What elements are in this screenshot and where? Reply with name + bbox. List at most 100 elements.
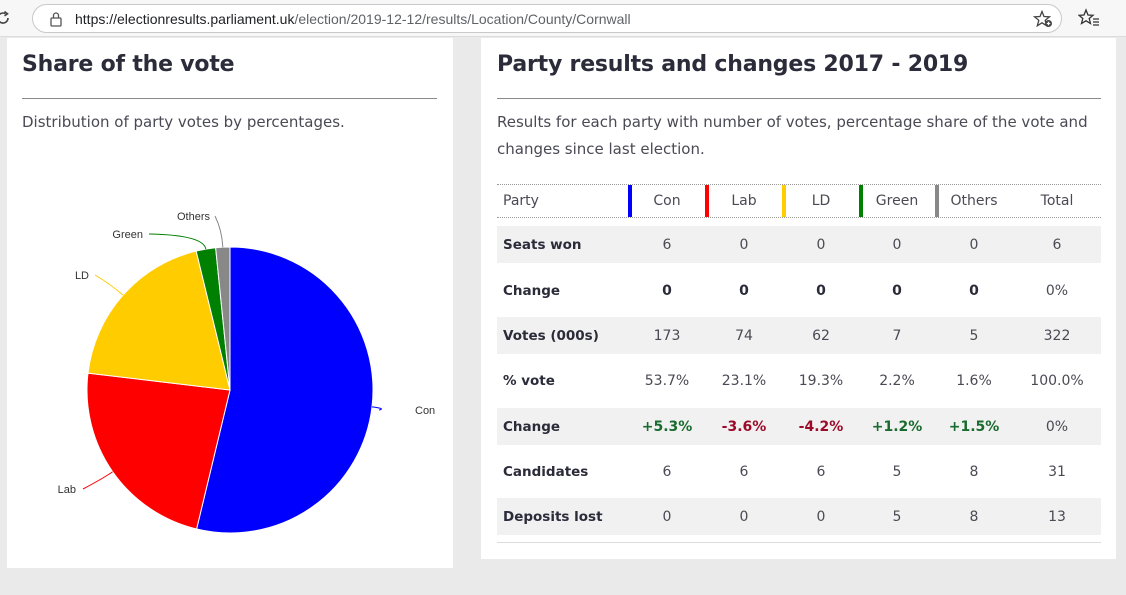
table-cell: 62 <box>812 327 830 344</box>
table-cell: 8 <box>969 463 979 480</box>
header-green: Green <box>875 193 919 209</box>
table-cell: 19.3% <box>798 372 844 389</box>
party-color-bar-green <box>859 185 863 217</box>
table-cell: 6 <box>662 463 672 480</box>
table-cell: 0 <box>816 282 826 299</box>
pie-leader-others <box>214 215 224 248</box>
header-party: Party <box>503 193 539 209</box>
table-cell: 5 <box>892 508 902 525</box>
table-cell: 6 <box>816 463 826 480</box>
table-cell: 6 <box>662 236 672 253</box>
url-text[interactable]: https://electionresults.parliament.uk/el… <box>75 11 631 27</box>
table-cell: -3.6% <box>721 418 767 435</box>
table-cell: 0 <box>662 508 672 525</box>
table-cell: +5.3% <box>641 418 693 435</box>
reload-icon[interactable] <box>0 9 12 27</box>
table-cell: 6 <box>739 463 749 480</box>
row-label: Seats won <box>503 236 582 253</box>
table-cell: 6 <box>1052 236 1062 253</box>
pie-leader-ld <box>94 274 124 296</box>
table-bottom-rule <box>497 542 1101 543</box>
party-color-bar-ld <box>782 185 786 217</box>
table-cell: 74 <box>735 327 753 344</box>
bookmark-star-icon[interactable] <box>1033 10 1053 28</box>
table-cell: 100.0% <box>1030 372 1084 389</box>
table-cell: 8 <box>969 508 979 525</box>
pie-leader-green <box>148 233 207 250</box>
table-cell: 0% <box>1045 418 1069 435</box>
table-cell: 0 <box>969 282 979 299</box>
table-cell: 2.2% <box>879 372 915 389</box>
lock-icon <box>50 12 62 27</box>
table-cell: 0 <box>816 236 826 253</box>
row-label: Votes (000s) <box>503 327 599 344</box>
url-path: /election/2019-12-12/results/Location/Co… <box>294 11 631 27</box>
pie-slice-lab[interactable] <box>86 372 231 530</box>
table-cell: 31 <box>1048 463 1066 480</box>
table-row: Change 0 0 0 0 0 0% <box>497 272 1101 309</box>
row-label: Deposits lost <box>503 508 603 525</box>
party-color-bar-con <box>628 185 632 217</box>
vote-share-pie-chart: Con Lab LD Green Others <box>58 211 435 534</box>
table-cell: 23.1% <box>721 372 767 389</box>
table-cell: 173 <box>653 327 681 344</box>
pie-label-ld: LD <box>75 270 89 282</box>
table-cell: 0 <box>892 282 902 299</box>
results-description: Results for each party with number of vo… <box>497 113 1088 158</box>
header-con: Con <box>653 193 681 209</box>
table-cell: +1.5% <box>948 418 1000 435</box>
pie-label-green: Green <box>112 229 143 241</box>
row-label: Change <box>503 418 561 435</box>
row-label: Change <box>503 282 561 299</box>
table-cell: 0% <box>1045 282 1069 299</box>
results-title-rule <box>497 98 1101 99</box>
table-row: % vote 53.7% 23.1% 19.3% 2.2% 1.6% 100.0% <box>497 362 1101 399</box>
table-cell: 5 <box>969 327 979 344</box>
browser-toolbar: https://electionresults.parliament.uk/el… <box>0 0 1126 37</box>
table-cell: 0 <box>816 508 826 525</box>
pie-slice-con[interactable] <box>195 246 374 534</box>
table-row: Change +5.3% -3.6% -4.2% +1.2% +1.5% 0% <box>497 408 1101 445</box>
table-row: Candidates 6 6 6 5 8 31 <box>497 453 1101 490</box>
share-title: Share of the vote <box>22 52 235 77</box>
pie-leader-con <box>371 406 382 411</box>
table-cell: 0 <box>892 236 902 253</box>
table-header-row: Party Con Lab LD Green Others Total <box>497 184 1101 218</box>
pie-label-others: Others <box>177 211 211 223</box>
table-cell: 0 <box>739 508 749 525</box>
table-cell: 0 <box>662 282 672 299</box>
party-color-bar-lab <box>705 185 709 217</box>
table-cell: 5 <box>892 463 902 480</box>
party-color-bar-others <box>935 185 939 217</box>
table-cell: 0 <box>739 282 749 299</box>
table-cell: -4.2% <box>798 418 844 435</box>
favorites-icon[interactable] <box>1078 8 1100 28</box>
address-bar[interactable]: https://electionresults.parliament.uk/el… <box>32 4 1062 33</box>
table-row: Seats won 6 0 0 0 0 6 <box>497 226 1101 263</box>
share-description: Distribution of party votes by percentag… <box>22 113 345 131</box>
table-cell: 53.7% <box>644 372 690 389</box>
header-lab: Lab <box>731 193 757 209</box>
table-row: Votes (000s) 173 74 62 7 5 322 <box>497 317 1101 354</box>
row-label: Candidates <box>503 463 589 480</box>
pie-label-con: Con <box>415 405 435 417</box>
results-title: Party results and changes 2017 - 2019 <box>497 52 969 77</box>
pie-leader-lab <box>82 471 113 490</box>
header-others: Others <box>950 193 998 209</box>
header-ld: LD <box>811 193 831 209</box>
pie-label-lab: Lab <box>58 484 76 496</box>
share-title-rule <box>22 98 437 99</box>
row-label: % vote <box>503 372 555 389</box>
table-cell: 1.6% <box>956 372 992 389</box>
table-cell: +1.2% <box>871 418 923 435</box>
table-cell: 7 <box>892 327 902 344</box>
table-cell: 322 <box>1043 327 1071 344</box>
table-cell: 13 <box>1048 508 1066 525</box>
table-cell: 0 <box>739 236 749 253</box>
header-total: Total <box>1040 193 1074 209</box>
share-of-vote-panel: Share of the vote Distribution of party … <box>7 38 453 568</box>
table-row: Deposits lost 0 0 0 5 8 13 <box>497 498 1101 535</box>
party-results-panel: Party results and changes 2017 - 2019 Re… <box>481 38 1116 559</box>
url-host: https://electionresults.parliament.uk <box>75 11 295 27</box>
table-cell: 0 <box>969 236 979 253</box>
